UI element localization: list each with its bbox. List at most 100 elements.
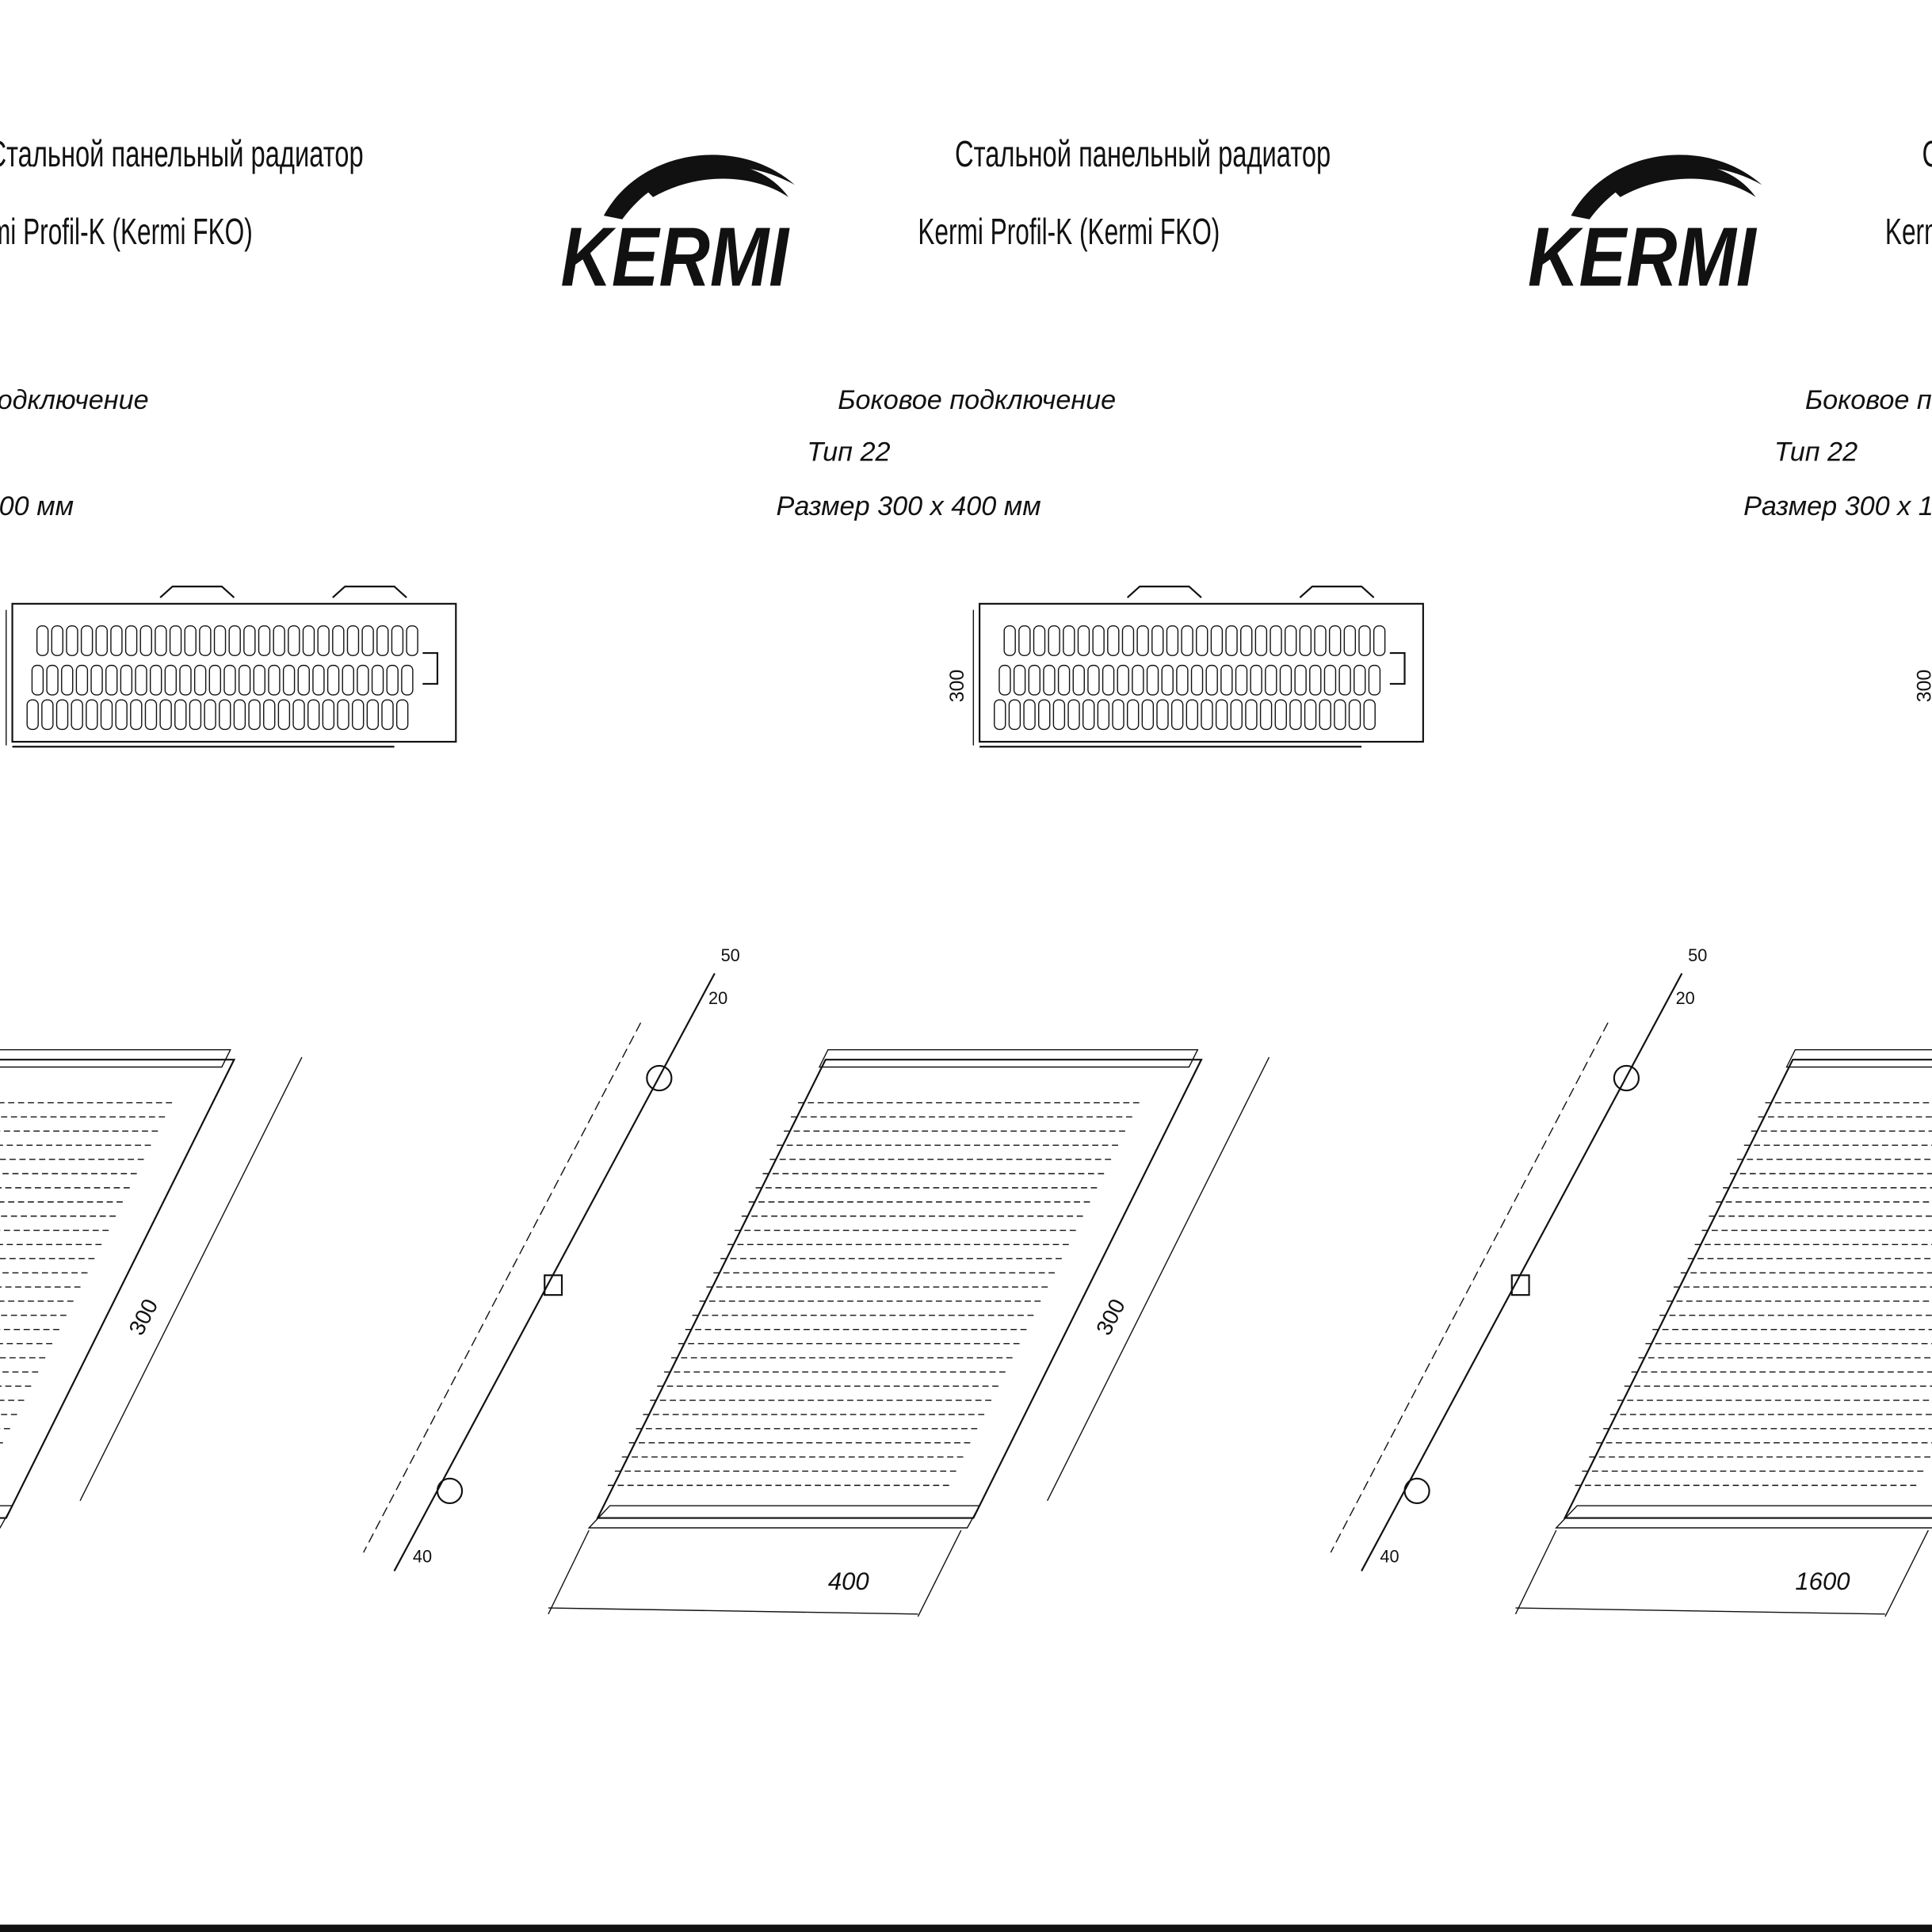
fin (994, 699, 1006, 731)
fin (1225, 625, 1238, 656)
radiator-panel (596, 1059, 1203, 1519)
radiator-sheet: KERMI Стальной панельный радиатор Kermi Pr… (363, 133, 1424, 1617)
radiator-panel (0, 1059, 236, 1519)
fin (75, 664, 89, 696)
fin (351, 699, 365, 731)
fin (1146, 664, 1159, 696)
radiator-sheet: KERMI Стальной панельный радиатор Kermi Pr… (1330, 133, 1932, 1617)
fin (1170, 699, 1184, 731)
fin (1057, 664, 1071, 696)
fin (189, 699, 202, 731)
fin (124, 625, 138, 656)
fin (391, 625, 404, 656)
fin (1136, 625, 1149, 656)
fin (1285, 625, 1297, 656)
fin (322, 699, 335, 731)
fin (386, 664, 399, 696)
fin (1092, 625, 1105, 656)
fin (337, 699, 349, 731)
fin (174, 699, 187, 731)
fin (86, 699, 98, 731)
fin (288, 625, 300, 656)
fin (381, 699, 394, 731)
fin (1274, 699, 1287, 731)
logo-swoosh (640, 162, 789, 197)
fin (1087, 664, 1100, 696)
connector (1613, 1064, 1640, 1092)
fin (1107, 625, 1120, 656)
fin (1201, 699, 1213, 731)
fin (326, 664, 340, 696)
fin (1176, 664, 1189, 696)
fin (1289, 699, 1302, 731)
fin (1052, 699, 1066, 731)
fin (332, 625, 345, 656)
fin (1250, 664, 1262, 696)
fin (1235, 664, 1248, 696)
fin (223, 664, 236, 696)
fin (120, 664, 133, 696)
fin (193, 664, 207, 696)
title: Стальной панельный радиатор (955, 133, 1331, 174)
fin (268, 664, 281, 696)
subtitle: Kermi Profil-K (Kermi FKO) (918, 211, 1220, 252)
fin (233, 699, 246, 731)
dimension-label: 50 (721, 945, 740, 965)
fin (1063, 625, 1075, 656)
bracket (1299, 586, 1375, 598)
fin (1190, 664, 1204, 696)
dimension-label: 40 (413, 1547, 432, 1567)
iso-view: 1600300 (1514, 1049, 1932, 1617)
radiator-top (1785, 1049, 1932, 1068)
fin (144, 699, 158, 731)
radiator-body (11, 602, 457, 743)
fin (248, 699, 261, 731)
fin (1013, 664, 1026, 696)
fin (100, 699, 113, 731)
side-edge (393, 972, 716, 1571)
fin (1166, 625, 1179, 656)
logo-text: KERMI (1528, 211, 1758, 304)
dimension-label: 300 (946, 670, 968, 702)
fin (1141, 699, 1155, 731)
logo: KERMI (560, 155, 795, 304)
fin (149, 664, 162, 696)
fin (1023, 699, 1036, 731)
title: Стальной панельный радиатор (1922, 133, 1932, 174)
fin (1373, 625, 1386, 656)
fin (253, 664, 265, 696)
fin (1082, 699, 1095, 731)
side-edge (363, 1022, 642, 1553)
fin (1048, 625, 1060, 656)
fin (1299, 625, 1312, 656)
dimension-line (1046, 1056, 1270, 1502)
fin (282, 664, 296, 696)
fin (80, 625, 94, 656)
extension-line (1514, 1529, 1557, 1615)
fin (1151, 625, 1164, 656)
fin (26, 699, 39, 731)
spec-line: Размер 300 x 1600 мм (1743, 491, 1932, 521)
fin (1334, 699, 1346, 731)
fin (277, 699, 291, 731)
bottom-border (0, 1924, 1932, 1932)
fin (342, 664, 354, 696)
spec-line: Боковое подключение (838, 385, 1116, 415)
fin (110, 625, 123, 656)
dimension-label: 300 (0, 670, 1, 702)
title: Стальной панельный радиатор (0, 133, 364, 174)
fin (1028, 664, 1040, 696)
fin (135, 664, 147, 696)
fin (1354, 664, 1366, 696)
fin (46, 664, 59, 696)
fin (1156, 699, 1169, 731)
fin (366, 699, 380, 731)
fin (199, 625, 212, 656)
fin (1033, 625, 1046, 656)
fin (1294, 664, 1307, 696)
fin (258, 625, 271, 656)
fin (164, 664, 178, 696)
spec-line: Тип 22 (1774, 437, 1858, 468)
bracket (1126, 586, 1202, 598)
fin (1265, 664, 1277, 696)
